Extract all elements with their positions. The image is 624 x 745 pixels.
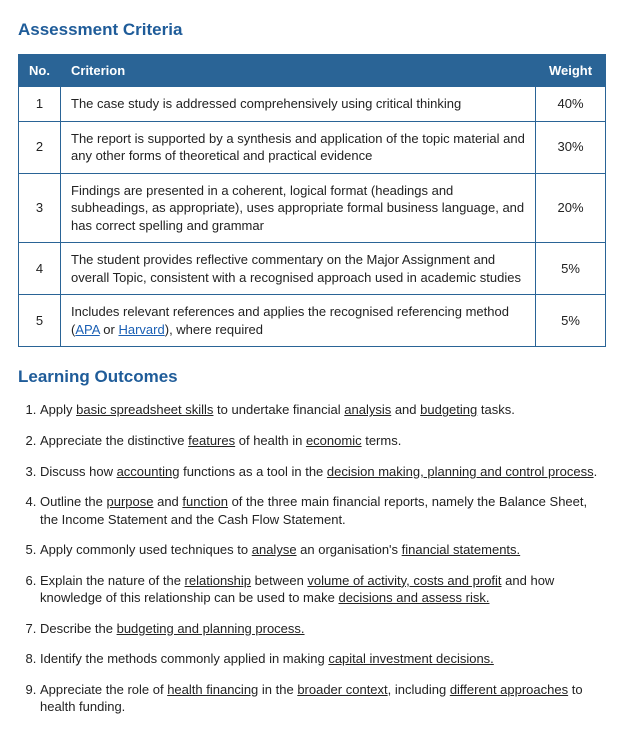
underlined-text: broader context (297, 682, 387, 697)
underlined-text: different approaches (450, 682, 568, 697)
cell-criterion: The student provides reflective commenta… (61, 243, 536, 295)
cell-criterion: The case study is addressed comprehensiv… (61, 87, 536, 122)
cell-weight: 5% (536, 295, 606, 347)
underlined-text: volume of activity, costs and profit (307, 573, 501, 588)
underlined-text: basic spreadsheet skills (76, 402, 213, 417)
cell-no: 3 (19, 173, 61, 243)
cell-weight: 30% (536, 121, 606, 173)
reference-link[interactable]: Harvard (118, 322, 164, 337)
underlined-text: purpose (107, 494, 154, 509)
cell-weight: 5% (536, 243, 606, 295)
cell-no: 4 (19, 243, 61, 295)
underlined-text: analyse (252, 542, 297, 557)
underlined-text: features (188, 433, 235, 448)
reference-link[interactable]: APA (75, 322, 99, 337)
col-weight: Weight (536, 55, 606, 87)
underlined-text: economic (306, 433, 362, 448)
list-item: Appreciate the role of health financing … (40, 681, 606, 716)
list-item: Appreciate the distinctive features of h… (40, 432, 606, 450)
cell-no: 1 (19, 87, 61, 122)
table-row: 1The case study is addressed comprehensi… (19, 87, 606, 122)
criteria-header-row: No. Criterion Weight (19, 55, 606, 87)
cell-criterion: Includes relevant references and applies… (61, 295, 536, 347)
underlined-text: health financing (167, 682, 258, 697)
underlined-text: budgeting and planning process. (117, 621, 305, 636)
underlined-text: relationship (185, 573, 252, 588)
underlined-text: decisions and assess risk. (338, 590, 489, 605)
underlined-text: decision making, planning and control pr… (327, 464, 594, 479)
cell-no: 5 (19, 295, 61, 347)
underlined-text: accounting (117, 464, 180, 479)
list-item: Apply commonly used techniques to analys… (40, 541, 606, 559)
col-criterion: Criterion (61, 55, 536, 87)
table-row: 4The student provides reflective comment… (19, 243, 606, 295)
outcomes-heading: Learning Outcomes (18, 367, 606, 387)
table-row: 5Includes relevant references and applie… (19, 295, 606, 347)
criteria-table: No. Criterion Weight 1The case study is … (18, 54, 606, 347)
underlined-text: budgeting (420, 402, 477, 417)
list-item: Discuss how accounting functions as a to… (40, 463, 606, 481)
list-item: Explain the nature of the relationship b… (40, 572, 606, 607)
outcomes-list: Apply basic spreadsheet skills to undert… (18, 401, 606, 716)
list-item: Apply basic spreadsheet skills to undert… (40, 401, 606, 419)
underlined-text: capital investment decisions. (328, 651, 493, 666)
cell-no: 2 (19, 121, 61, 173)
list-item: Identify the methods commonly applied in… (40, 650, 606, 668)
cell-weight: 40% (536, 87, 606, 122)
underlined-text: function (182, 494, 228, 509)
list-item: Outline the purpose and function of the … (40, 493, 606, 528)
list-item: Describe the budgeting and planning proc… (40, 620, 606, 638)
underlined-text: financial statements. (402, 542, 521, 557)
assessment-heading: Assessment Criteria (18, 20, 606, 40)
table-row: 2The report is supported by a synthesis … (19, 121, 606, 173)
col-no: No. (19, 55, 61, 87)
cell-criterion: The report is supported by a synthesis a… (61, 121, 536, 173)
table-row: 3Findings are presented in a coherent, l… (19, 173, 606, 243)
cell-weight: 20% (536, 173, 606, 243)
cell-criterion: Findings are presented in a coherent, lo… (61, 173, 536, 243)
underlined-text: analysis (344, 402, 391, 417)
